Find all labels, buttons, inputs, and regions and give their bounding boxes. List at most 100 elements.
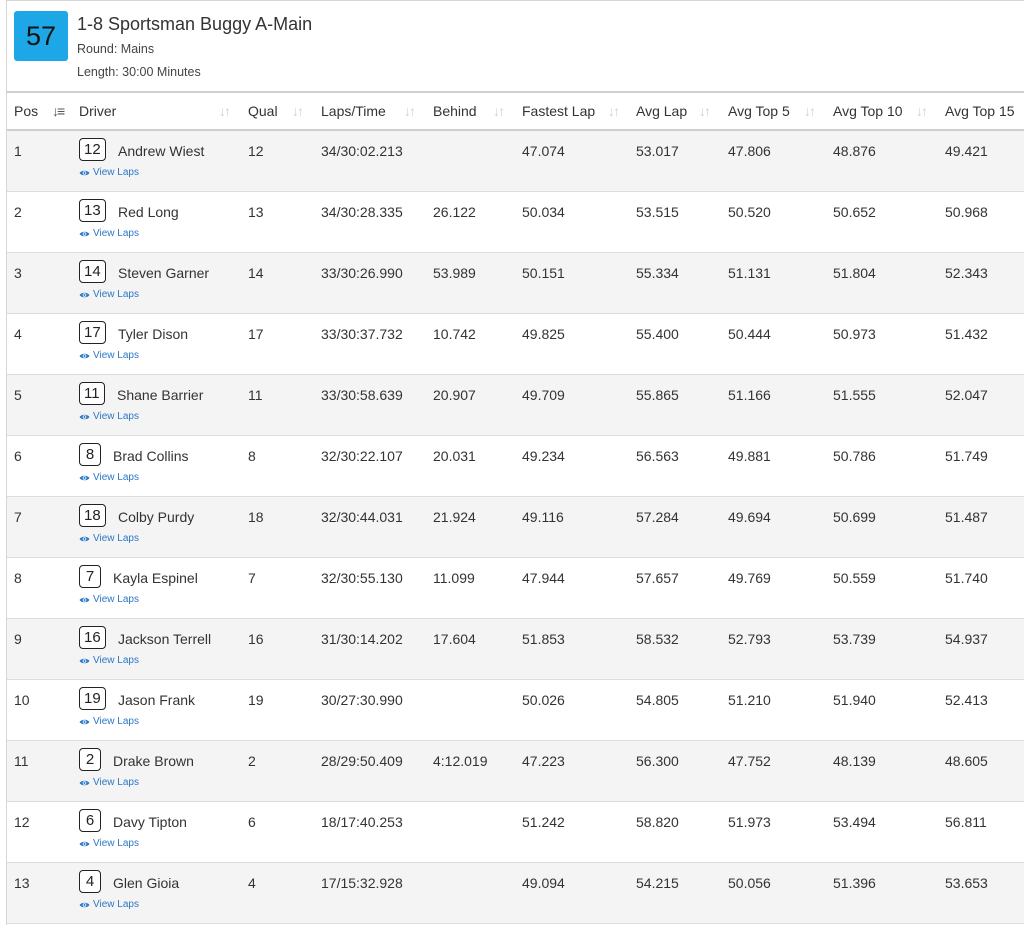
avg-top-10-cell: 48.876 <box>833 143 876 159</box>
sort-icon[interactable]: ↓↑ <box>699 103 711 119</box>
avg-lap-cell: 58.820 <box>636 814 679 830</box>
driver-name: Red Long <box>118 204 179 220</box>
avg-top-10-cell: 48.139 <box>833 753 876 769</box>
view-laps-label: View Laps <box>93 777 139 788</box>
sort-icon[interactable]: ↓↑ <box>608 103 620 119</box>
table-row: 4 17 Tyler Dison View Laps 17 33/30:37.7… <box>7 314 1024 375</box>
avg-top-5-cell: 51.973 <box>728 814 771 830</box>
avg-top-10-cell: 50.699 <box>833 509 876 525</box>
avg-lap-cell: 55.865 <box>636 387 679 403</box>
car-number-badge: 12 <box>79 138 106 161</box>
qual-cell: 11 <box>248 387 263 403</box>
table-row: 5 11 Shane Barrier View Laps 11 33/30:58… <box>7 375 1024 436</box>
avg-top-5-cell: 51.166 <box>728 387 771 403</box>
results-panel: 57 1-8 Sportsman Buggy A-Main Round: Mai… <box>6 0 1024 925</box>
view-laps-link[interactable]: View Laps <box>79 899 139 910</box>
results-table: Pos ↓≡ Driver ↓↑ Qual ↓↑ Laps/Time ↓↑ Be… <box>7 91 1024 924</box>
view-laps-label: View Laps <box>93 655 139 666</box>
view-laps-link[interactable]: View Laps <box>79 289 139 300</box>
sort-asc-icon[interactable]: ↓≡ <box>52 103 65 119</box>
col-header-avg-lap[interactable]: Avg Lap <box>636 103 688 119</box>
col-header-qual[interactable]: Qual <box>248 103 278 119</box>
behind-cell: 10.742 <box>433 326 476 342</box>
view-laps-link[interactable]: View Laps <box>79 411 139 422</box>
sort-icon[interactable]: ↓↑ <box>292 103 304 119</box>
view-laps-label: View Laps <box>93 899 139 910</box>
eye-icon <box>79 292 90 297</box>
view-laps-link[interactable]: View Laps <box>79 716 139 727</box>
view-laps-link[interactable]: View Laps <box>79 777 139 788</box>
avg-lap-cell: 56.300 <box>636 753 679 769</box>
col-header-fastest-lap[interactable]: Fastest Lap <box>522 103 596 119</box>
sort-icon[interactable]: ↓↑ <box>493 103 505 119</box>
pos-cell: 10 <box>14 692 30 708</box>
view-laps-link[interactable]: View Laps <box>79 472 139 483</box>
driver-name: Shane Barrier <box>117 387 204 403</box>
avg-lap-cell: 57.657 <box>636 570 679 586</box>
col-header-avg-top-15[interactable]: Avg Top 15 <box>945 103 1015 119</box>
driver-name: Davy Tipton <box>113 814 187 830</box>
sort-icon[interactable]: ↓↑ <box>404 103 416 119</box>
view-laps-label: View Laps <box>93 228 139 239</box>
qual-cell: 2 <box>248 753 256 769</box>
laps-time-cell: 30/27:30.990 <box>321 692 403 708</box>
col-header-behind[interactable]: Behind <box>433 103 477 119</box>
eye-icon <box>79 170 90 175</box>
view-laps-link[interactable]: View Laps <box>79 228 139 239</box>
col-header-driver[interactable]: Driver <box>79 103 117 119</box>
avg-lap-cell: 57.284 <box>636 509 679 525</box>
driver-name: Jason Frank <box>118 692 196 708</box>
driver-name: Tyler Dison <box>118 326 189 342</box>
avg-top-5-cell: 51.210 <box>728 692 771 708</box>
driver-name: Glen Gioia <box>113 875 180 891</box>
table-header: Pos ↓≡ Driver ↓↑ Qual ↓↑ Laps/Time ↓↑ Be… <box>7 91 1024 131</box>
avg-top-15-cell: 51.487 <box>945 509 988 525</box>
qual-cell: 14 <box>248 265 264 281</box>
car-number-badge: 4 <box>79 870 101 893</box>
qual-cell: 19 <box>248 692 264 708</box>
avg-top-10-cell: 51.804 <box>833 265 876 281</box>
avg-top-15-cell: 48.605 <box>945 753 988 769</box>
sort-icon[interactable]: ↓↑ <box>916 103 928 119</box>
laps-time-cell: 17/15:32.928 <box>321 875 403 891</box>
sort-icon[interactable]: ↓↑ <box>219 103 231 119</box>
sort-icon[interactable]: ↓↑ <box>804 103 816 119</box>
car-number-badge: 8 <box>79 443 101 466</box>
driver-name: Jackson Terrell <box>118 631 212 647</box>
col-header-laps-time[interactable]: Laps/Time <box>321 103 386 119</box>
avg-lap-cell: 54.805 <box>636 692 679 708</box>
avg-top-15-cell: 52.343 <box>945 265 988 281</box>
view-laps-label: View Laps <box>93 838 139 849</box>
view-laps-label: View Laps <box>93 411 139 422</box>
view-laps-link[interactable]: View Laps <box>79 533 139 544</box>
avg-top-5-cell: 51.131 <box>728 265 771 281</box>
avg-top-15-cell: 52.413 <box>945 692 988 708</box>
view-laps-link[interactable]: View Laps <box>79 655 139 666</box>
view-laps-link[interactable]: View Laps <box>79 838 139 849</box>
qual-cell: 4 <box>248 875 256 891</box>
view-laps-link[interactable]: View Laps <box>79 594 139 605</box>
view-laps-link[interactable]: View Laps <box>79 167 139 178</box>
col-header-pos[interactable]: Pos <box>14 103 39 119</box>
view-laps-label: View Laps <box>93 289 139 300</box>
avg-top-5-cell: 47.752 <box>728 753 771 769</box>
view-laps-label: View Laps <box>93 533 139 544</box>
view-laps-link[interactable]: View Laps <box>79 350 139 361</box>
fastest-lap-cell: 49.116 <box>522 509 564 525</box>
fastest-lap-cell: 51.242 <box>522 814 565 830</box>
behind-cell: 4:12.019 <box>433 753 488 769</box>
col-header-avg-top-10[interactable]: Avg Top 10 <box>833 103 903 119</box>
eye-icon <box>79 658 90 663</box>
fastest-lap-cell: 49.825 <box>522 326 565 342</box>
eye-icon <box>79 475 90 480</box>
laps-time-cell: 33/30:58.639 <box>321 387 403 403</box>
avg-top-15-cell: 52.047 <box>945 387 988 403</box>
fastest-lap-cell: 49.709 <box>522 387 565 403</box>
table-row: 7 18 Colby Purdy View Laps 18 32/30:44.0… <box>7 497 1024 558</box>
avg-top-5-cell: 49.769 <box>728 570 771 586</box>
avg-top-10-cell: 51.396 <box>833 875 876 891</box>
avg-top-10-cell: 50.559 <box>833 570 876 586</box>
car-number-badge: 19 <box>79 687 106 710</box>
col-header-avg-top-5[interactable]: Avg Top 5 <box>728 103 790 119</box>
driver-name: Colby Purdy <box>118 509 195 525</box>
